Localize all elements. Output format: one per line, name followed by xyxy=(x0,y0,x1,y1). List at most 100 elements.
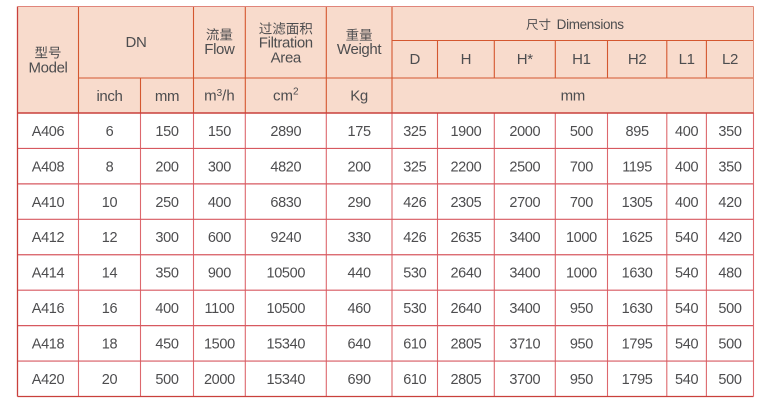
svg-text:426: 426 xyxy=(403,230,426,246)
svg-text:2000: 2000 xyxy=(509,124,540,140)
svg-text:A406: A406 xyxy=(32,124,65,140)
svg-text:2805: 2805 xyxy=(450,372,481,388)
svg-text:mm: mm xyxy=(561,87,585,104)
svg-text:3710: 3710 xyxy=(509,337,540,353)
svg-text:1630: 1630 xyxy=(622,301,653,317)
svg-text:400: 400 xyxy=(675,195,698,211)
svg-text:2635: 2635 xyxy=(450,230,481,246)
svg-text:2700: 2700 xyxy=(509,195,540,211)
svg-text:200: 200 xyxy=(155,159,178,175)
svg-text:A418: A418 xyxy=(32,337,65,353)
svg-text:540: 540 xyxy=(675,372,698,388)
svg-text:1900: 1900 xyxy=(450,124,481,140)
svg-text:4820: 4820 xyxy=(270,159,301,175)
svg-text:426: 426 xyxy=(403,195,426,211)
svg-text:2890: 2890 xyxy=(270,124,301,140)
svg-text:950: 950 xyxy=(570,372,593,388)
svg-text:500: 500 xyxy=(570,124,593,140)
svg-text:A408: A408 xyxy=(32,159,65,175)
svg-text:A414: A414 xyxy=(32,266,65,282)
svg-text:325: 325 xyxy=(403,159,426,175)
svg-text:420: 420 xyxy=(718,230,741,246)
svg-text:640: 640 xyxy=(348,337,371,353)
svg-text:H: H xyxy=(461,51,471,68)
svg-text:540: 540 xyxy=(675,266,698,282)
svg-text:mm: mm xyxy=(155,88,179,105)
svg-text:950: 950 xyxy=(570,301,593,317)
svg-text:1500: 1500 xyxy=(204,337,235,353)
svg-text:2640: 2640 xyxy=(450,266,481,282)
svg-text:D: D xyxy=(410,51,421,68)
svg-text:690: 690 xyxy=(348,372,371,388)
svg-text:895: 895 xyxy=(626,124,649,140)
svg-text:460: 460 xyxy=(348,301,371,317)
svg-text:1795: 1795 xyxy=(622,372,653,388)
svg-text:300: 300 xyxy=(155,230,178,246)
svg-text:H1: H1 xyxy=(572,51,590,68)
svg-text:9240: 9240 xyxy=(270,230,301,246)
svg-text:540: 540 xyxy=(675,301,698,317)
svg-text:12: 12 xyxy=(102,230,118,246)
svg-text:2305: 2305 xyxy=(450,195,481,211)
svg-text:DN: DN xyxy=(126,34,147,51)
svg-text:330: 330 xyxy=(348,230,371,246)
svg-text:3400: 3400 xyxy=(509,301,540,317)
svg-text:H2: H2 xyxy=(628,51,646,68)
svg-text:610: 610 xyxy=(403,372,426,388)
svg-text:500: 500 xyxy=(155,372,178,388)
svg-text:2000: 2000 xyxy=(204,372,235,388)
svg-text:300: 300 xyxy=(208,159,231,175)
svg-text:L2: L2 xyxy=(722,51,738,68)
svg-text:A412: A412 xyxy=(32,230,65,246)
svg-text:600: 600 xyxy=(208,230,231,246)
svg-text:3400: 3400 xyxy=(509,230,540,246)
svg-text:540: 540 xyxy=(675,230,698,246)
svg-text:420: 420 xyxy=(718,195,741,211)
svg-text:150: 150 xyxy=(208,124,231,140)
svg-text:Area: Area xyxy=(271,49,302,66)
svg-text:700: 700 xyxy=(570,159,593,175)
svg-text:150: 150 xyxy=(155,124,178,140)
svg-text:2805: 2805 xyxy=(450,337,481,353)
svg-text:2500: 2500 xyxy=(509,159,540,175)
svg-text:15340: 15340 xyxy=(267,372,306,388)
svg-text:2640: 2640 xyxy=(450,301,481,317)
svg-text:3700: 3700 xyxy=(509,372,540,388)
svg-text:400: 400 xyxy=(208,195,231,211)
svg-text:400: 400 xyxy=(675,159,698,175)
svg-text:500: 500 xyxy=(718,301,741,317)
svg-text:Model: Model xyxy=(28,59,67,76)
svg-text:Flow: Flow xyxy=(204,41,235,58)
svg-text:18: 18 xyxy=(102,337,118,353)
svg-text:200: 200 xyxy=(348,159,371,175)
svg-text:Kg: Kg xyxy=(350,87,368,104)
svg-text:10: 10 xyxy=(102,195,118,211)
svg-text:6: 6 xyxy=(106,124,114,140)
svg-text:1795: 1795 xyxy=(622,337,653,353)
svg-text:L1: L1 xyxy=(679,51,695,68)
svg-text:700: 700 xyxy=(570,195,593,211)
svg-text:Dimensions: Dimensions xyxy=(557,17,625,32)
svg-text:cm2: cm2 xyxy=(273,86,299,104)
svg-text:450: 450 xyxy=(155,337,178,353)
svg-text:6830: 6830 xyxy=(270,195,301,211)
svg-text:950: 950 xyxy=(570,337,593,353)
svg-text:1100: 1100 xyxy=(205,301,235,317)
svg-text:500: 500 xyxy=(718,372,741,388)
svg-text:1630: 1630 xyxy=(622,266,653,282)
svg-text:610: 610 xyxy=(403,337,426,353)
svg-text:250: 250 xyxy=(155,195,178,211)
svg-text:1305: 1305 xyxy=(622,195,653,211)
svg-text:350: 350 xyxy=(718,124,741,140)
svg-text:3400: 3400 xyxy=(509,266,540,282)
svg-text:1195: 1195 xyxy=(622,159,652,175)
svg-text:350: 350 xyxy=(718,159,741,175)
svg-text:325: 325 xyxy=(403,124,426,140)
svg-text:400: 400 xyxy=(675,124,698,140)
svg-text:inch: inch xyxy=(96,88,122,105)
svg-text:530: 530 xyxy=(403,266,426,282)
svg-text:14: 14 xyxy=(102,266,118,282)
svg-text:m3/h: m3/h xyxy=(204,87,235,104)
svg-text:A420: A420 xyxy=(32,372,65,388)
svg-text:20: 20 xyxy=(102,372,118,388)
